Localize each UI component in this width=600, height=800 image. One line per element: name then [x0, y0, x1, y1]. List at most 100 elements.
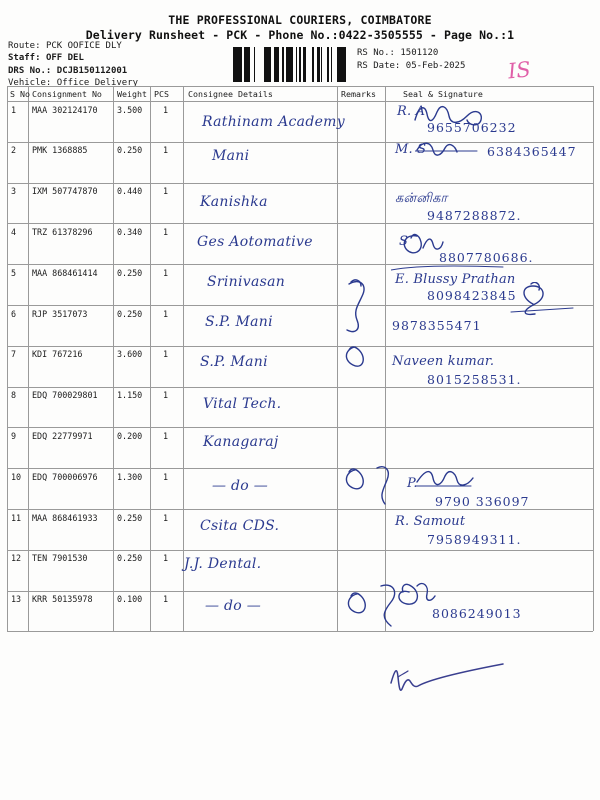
drs-value: DCJB150112001	[56, 65, 128, 76]
seal-swirl	[510, 282, 574, 316]
handwritten-consignee-name: Mani	[212, 148, 250, 164]
cell-weight: 0.440	[117, 186, 143, 197]
handwritten-consignee-name: Rathinam Academy	[202, 114, 345, 130]
table-gridline	[337, 86, 338, 632]
handwritten-consignee-name: S.P. Mani	[200, 354, 268, 370]
barcode-bar	[241, 47, 242, 82]
cell-consignment-number: MAA 868461414	[32, 267, 98, 278]
signature-flourish	[398, 582, 436, 605]
cell-weight: 0.250	[117, 553, 143, 564]
barcode-bar	[317, 47, 320, 82]
cell-serial-number: 6	[11, 308, 17, 319]
cell-serial-number: 7	[11, 349, 17, 360]
table-gridline	[7, 86, 593, 87]
handwritten-phone-number: 9790 336097	[435, 494, 530, 509]
barcode-bar	[321, 47, 322, 82]
table-gridline	[7, 631, 593, 633]
barcode-bar	[239, 47, 240, 82]
column-header-s-no: S No	[10, 89, 30, 99]
remarks-bracket-scribble	[346, 279, 365, 333]
header-meta-left: Route: PCK OOFICE DLY Staff: OFF DEL DRS…	[8, 40, 138, 90]
cell-consignment-number: RJP 3517073	[32, 308, 88, 319]
remarks-circle-mark	[345, 346, 364, 367]
handwritten-consignee-name: S.P. Mani	[205, 314, 273, 330]
vehicle-field: Vehicle: Office Delivery	[8, 77, 138, 89]
barcode-bar	[292, 47, 293, 82]
vehicle-label: Vehicle:	[8, 78, 52, 89]
table-gridline	[150, 86, 151, 632]
handwritten-consignee-name: — do —	[205, 598, 262, 614]
column-header-remarks: Remarks	[341, 89, 376, 99]
page-subtitle: Delivery Runsheet - PCK - Phone No.:0422…	[85, 28, 515, 42]
barcode-bar	[291, 47, 292, 82]
handwritten-phone-number: 8807780686.	[439, 250, 534, 265]
cell-serial-number: 3	[11, 186, 17, 197]
table-gridline	[28, 86, 29, 632]
barcode-bar	[274, 47, 275, 82]
cell-pcs: 1	[163, 104, 169, 115]
barcode-bar	[343, 47, 346, 82]
cell-serial-number: 5	[11, 267, 17, 278]
runsheet-table: S No Consignment No Weight PCS Consignee Det…	[7, 86, 594, 633]
table-gridline	[593, 86, 594, 632]
signature-underline	[391, 265, 504, 271]
handwritten-consignee-name: Ges Aotomative	[197, 234, 313, 250]
cell-weight: 0.200	[117, 430, 143, 441]
table-gridline	[7, 468, 593, 470]
table-gridline	[7, 264, 593, 266]
column-header-consignee-details: Consignee Details	[188, 89, 273, 99]
footer-signature	[385, 655, 515, 700]
table-gridline	[7, 101, 593, 102]
barcode-bar	[244, 47, 247, 82]
cell-pcs: 1	[163, 186, 169, 197]
barcode-bar	[276, 47, 278, 82]
cell-pcs: 1	[163, 226, 169, 237]
barcode-bar	[240, 47, 241, 82]
cell-pcs: 1	[163, 553, 169, 564]
drs-label: DRS No.:	[8, 65, 52, 76]
cell-consignment-number: EDQ 700029801	[32, 390, 98, 401]
cell-weight: 1.150	[117, 390, 143, 401]
table-gridline	[7, 590, 593, 592]
cell-pcs: 1	[163, 390, 169, 401]
cell-consignment-number: MAA 302124170	[32, 104, 98, 115]
cell-weight: 3.600	[117, 349, 143, 360]
barcode-bar	[303, 47, 306, 82]
cell-pcs: 1	[163, 267, 169, 278]
handwritten-consignee-name: J.J. Dental.	[184, 556, 262, 572]
column-header-weight: Weight	[117, 89, 147, 99]
barcode-bar	[275, 47, 276, 82]
cell-consignment-number: IXM 507747870	[32, 186, 98, 197]
header-meta-right: RS No.: 1501120 RS Date: 05-Feb-2025	[357, 47, 465, 73]
handwritten-consignee-name: Kanishka	[200, 194, 268, 210]
barcode-bar	[269, 47, 271, 82]
cell-weight: 0.100	[117, 594, 143, 605]
handwritten-consignee-name: Vital Tech.	[203, 396, 282, 412]
cell-weight: 0.250	[117, 145, 143, 156]
cell-consignment-number: EDQ 700006976	[32, 471, 98, 482]
handwritten-signature-name: R. Samout	[395, 514, 466, 529]
route-label: Route:	[8, 41, 41, 51]
remarks-circle-mark	[347, 584, 396, 627]
barcode-bar	[299, 47, 301, 82]
remarks-circle-mark	[345, 466, 389, 505]
cell-weight: 0.250	[117, 267, 143, 278]
handwritten-phone-number: 9878355471	[392, 318, 482, 333]
handwritten-phone-number: 8015258531.	[427, 372, 522, 387]
handwritten-signature-name: கன்னிகா	[395, 191, 448, 206]
barcode-bar	[267, 47, 268, 82]
column-header-pcs: PCS	[154, 89, 169, 99]
barcode-bar	[289, 47, 291, 82]
handwritten-signature-name: R. A	[397, 104, 426, 119]
table-gridline	[7, 141, 593, 143]
cell-consignment-number: TEN 7901530	[32, 553, 88, 564]
table-gridline	[7, 427, 593, 429]
cell-pcs: 1	[163, 594, 169, 605]
cell-serial-number: 11	[11, 512, 22, 523]
handwritten-consignee-name: — do —	[212, 478, 269, 494]
cell-serial-number: 12	[11, 553, 22, 564]
page-title: THE PROFESSIONAL COURIERS, COIMBATORE	[168, 13, 432, 27]
signature-flourish	[415, 142, 478, 156]
barcode-bar	[247, 47, 250, 82]
